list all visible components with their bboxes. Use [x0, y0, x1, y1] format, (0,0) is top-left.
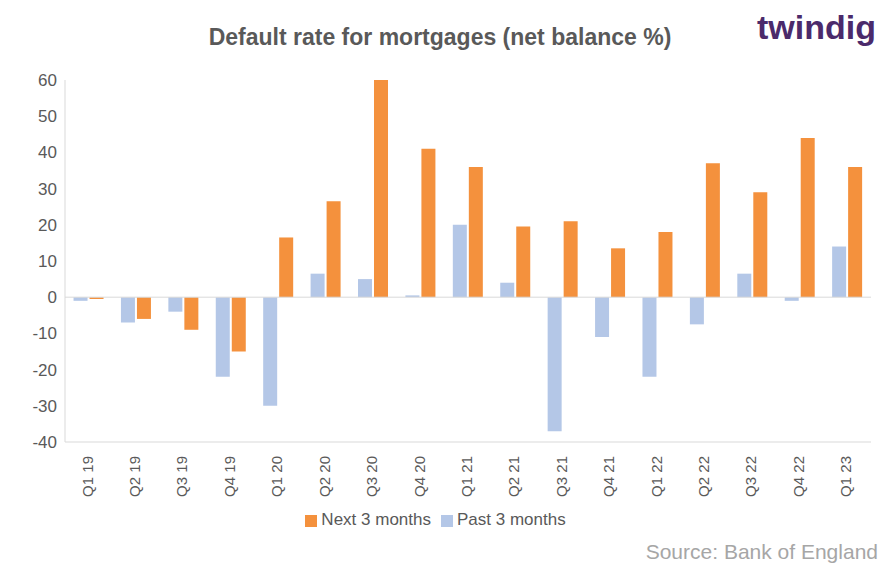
svg-text:10: 10 [38, 252, 57, 271]
svg-text:Q2 19: Q2 19 [126, 456, 143, 497]
svg-text:20: 20 [38, 216, 57, 235]
svg-text:-10: -10 [32, 324, 57, 343]
svg-text:Q4 21: Q4 21 [600, 456, 617, 497]
svg-text:Q2 21: Q2 21 [505, 456, 522, 497]
svg-text:Q3 22: Q3 22 [742, 456, 759, 497]
html-text:Past 3 months: Past 3 months [457, 510, 566, 529]
svg-text:60: 60 [38, 71, 57, 90]
html-text:twindig: twindig [757, 8, 876, 46]
svg-text:Q4 22: Q4 22 [790, 456, 807, 497]
html-text:Next 3 months: Next 3 months [321, 510, 431, 529]
svg-text:Q3 21: Q3 21 [553, 456, 570, 497]
svg-text:Q1 19: Q1 19 [79, 456, 96, 497]
svg-text:-40: -40 [32, 433, 57, 452]
svg-text:-30: -30 [32, 397, 57, 416]
svg-text:Q1 20: Q1 20 [268, 456, 285, 497]
svg-text:-20: -20 [32, 361, 57, 380]
svg-text:0: 0 [48, 288, 57, 307]
html-text:Source: Bank of England: Source: Bank of England [645, 540, 878, 563]
svg-text:30: 30 [38, 180, 57, 199]
svg-text:Q4 19: Q4 19 [221, 456, 238, 497]
svg-text:50: 50 [38, 107, 57, 126]
svg-text:Q1 22: Q1 22 [648, 456, 665, 497]
html-text:Default rate for mortgages (ne: Default rate for mortgages (net balance … [208, 24, 672, 50]
svg-text:Q1 21: Q1 21 [458, 456, 475, 497]
svg-text:Q3 20: Q3 20 [363, 456, 380, 497]
svg-text:Q3 19: Q3 19 [173, 456, 190, 497]
svg-text:Q4 20: Q4 20 [411, 456, 428, 497]
svg-text:Q1 23: Q1 23 [837, 456, 854, 497]
svg-text:40: 40 [38, 143, 57, 162]
svg-text:Q2 20: Q2 20 [316, 456, 333, 497]
svg-text:Q2 22: Q2 22 [695, 456, 712, 497]
